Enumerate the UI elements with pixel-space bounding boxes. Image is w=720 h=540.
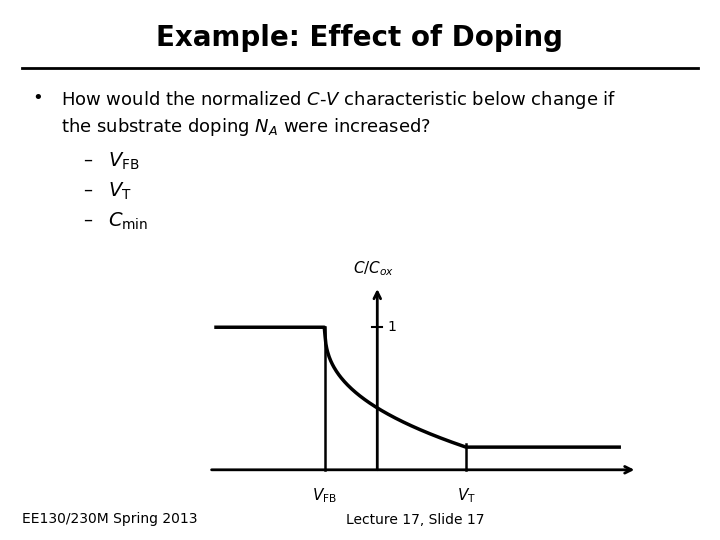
Text: $V_{\mathregular{FB}}$: $V_{\mathregular{FB}}$ bbox=[312, 486, 338, 505]
Text: $C_{\mathregular{min}}$: $C_{\mathregular{min}}$ bbox=[108, 211, 148, 232]
Text: –: – bbox=[83, 211, 92, 228]
Text: 1: 1 bbox=[387, 320, 396, 334]
Text: How would the normalized $C$-$V$ characteristic below change if: How would the normalized $C$-$V$ charact… bbox=[61, 89, 617, 111]
Text: $V_{\mathregular{FB}}$: $V_{\mathregular{FB}}$ bbox=[108, 151, 140, 172]
Text: the substrate doping $N$$_A$ were increased?: the substrate doping $N$$_A$ were increa… bbox=[61, 116, 431, 138]
Text: EE130/230M Spring 2013: EE130/230M Spring 2013 bbox=[22, 512, 197, 526]
Text: –: – bbox=[83, 151, 92, 169]
Text: –: – bbox=[83, 181, 92, 199]
Text: $V_{\mathregular{T}}$: $V_{\mathregular{T}}$ bbox=[108, 181, 132, 202]
Text: •: • bbox=[32, 89, 43, 107]
Text: $V_{\mathregular{T}}$: $V_{\mathregular{T}}$ bbox=[456, 486, 475, 505]
Text: $C/C_{ox}$: $C/C_{ox}$ bbox=[353, 259, 395, 278]
Text: Example: Effect of Doping: Example: Effect of Doping bbox=[156, 24, 564, 52]
Text: Lecture 17, Slide 17: Lecture 17, Slide 17 bbox=[346, 512, 484, 526]
